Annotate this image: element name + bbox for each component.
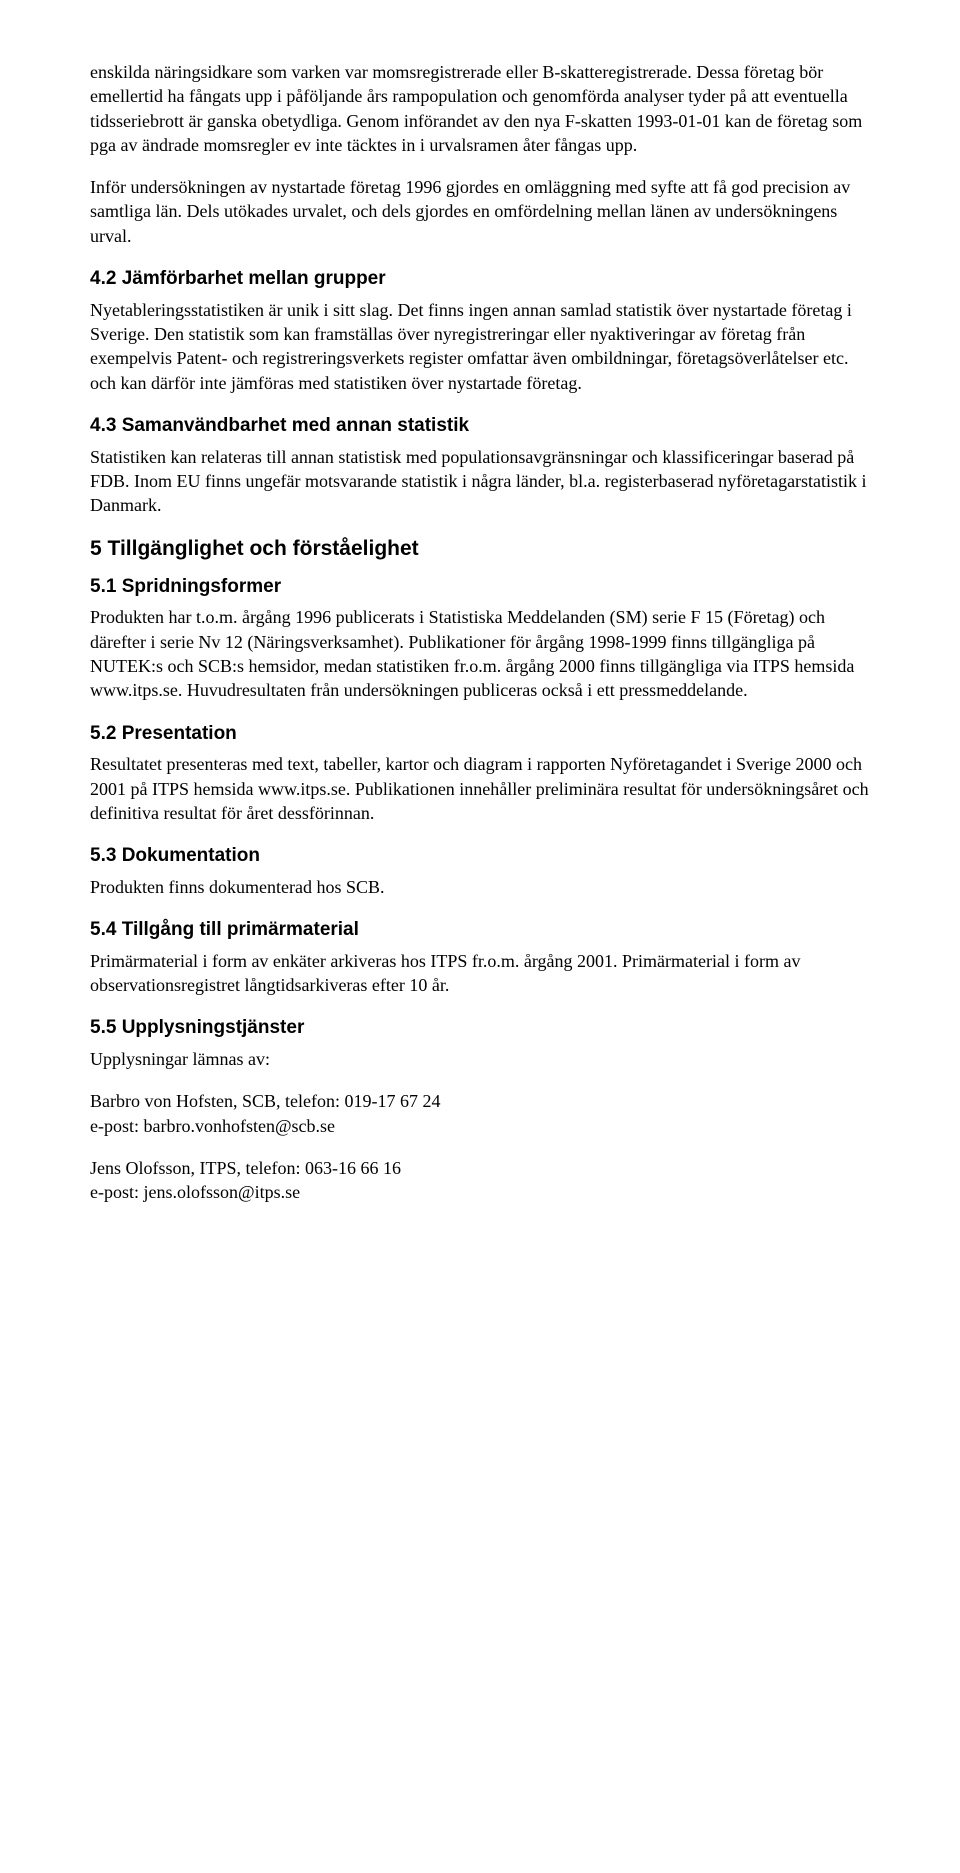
heading-4-2: 4.2 Jämförbarhet mellan grupper xyxy=(90,266,870,292)
heading-5-3: 5.3 Dokumentation xyxy=(90,843,870,869)
paragraph-4-3: Statistiken kan relateras till annan sta… xyxy=(90,445,870,518)
heading-5: 5 Tillgänglighet och förståelighet xyxy=(90,535,870,563)
contact-2-email: e-post: jens.olofsson@itps.se xyxy=(90,1180,870,1204)
heading-5-5: 5.5 Upplysningstjänster xyxy=(90,1015,870,1041)
paragraph-5-5: Upplysningar lämnas av: xyxy=(90,1047,870,1071)
paragraph-intro-2: Inför undersökningen av nystartade föret… xyxy=(90,175,870,248)
contact-1-email: e-post: barbro.vonhofsten@scb.se xyxy=(90,1114,870,1138)
contact-2-name-phone: Jens Olofsson, ITPS, telefon: 063-16 66 … xyxy=(90,1156,870,1180)
paragraph-5-4: Primärmaterial i form av enkäter arkiver… xyxy=(90,949,870,998)
contact-block-2: Jens Olofsson, ITPS, telefon: 063-16 66 … xyxy=(90,1156,870,1205)
heading-4-3: 4.3 Samanvändbarhet med annan statistik xyxy=(90,413,870,439)
paragraph-5-1: Produkten har t.o.m. årgång 1996 publice… xyxy=(90,605,870,702)
contact-block-1: Barbro von Hofsten, SCB, telefon: 019-17… xyxy=(90,1089,870,1138)
paragraph-5-3: Produkten finns dokumenterad hos SCB. xyxy=(90,875,870,899)
heading-5-4: 5.4 Tillgång till primärmaterial xyxy=(90,917,870,943)
heading-5-1: 5.1 Spridningsformer xyxy=(90,574,870,600)
paragraph-5-2: Resultatet presenteras med text, tabelle… xyxy=(90,752,870,825)
paragraph-intro-1: enskilda näringsidkare som varken var mo… xyxy=(90,60,870,157)
paragraph-4-2: Nyetableringsstatistiken är unik i sitt … xyxy=(90,298,870,395)
contact-1-name-phone: Barbro von Hofsten, SCB, telefon: 019-17… xyxy=(90,1089,870,1113)
heading-5-2: 5.2 Presentation xyxy=(90,721,870,747)
